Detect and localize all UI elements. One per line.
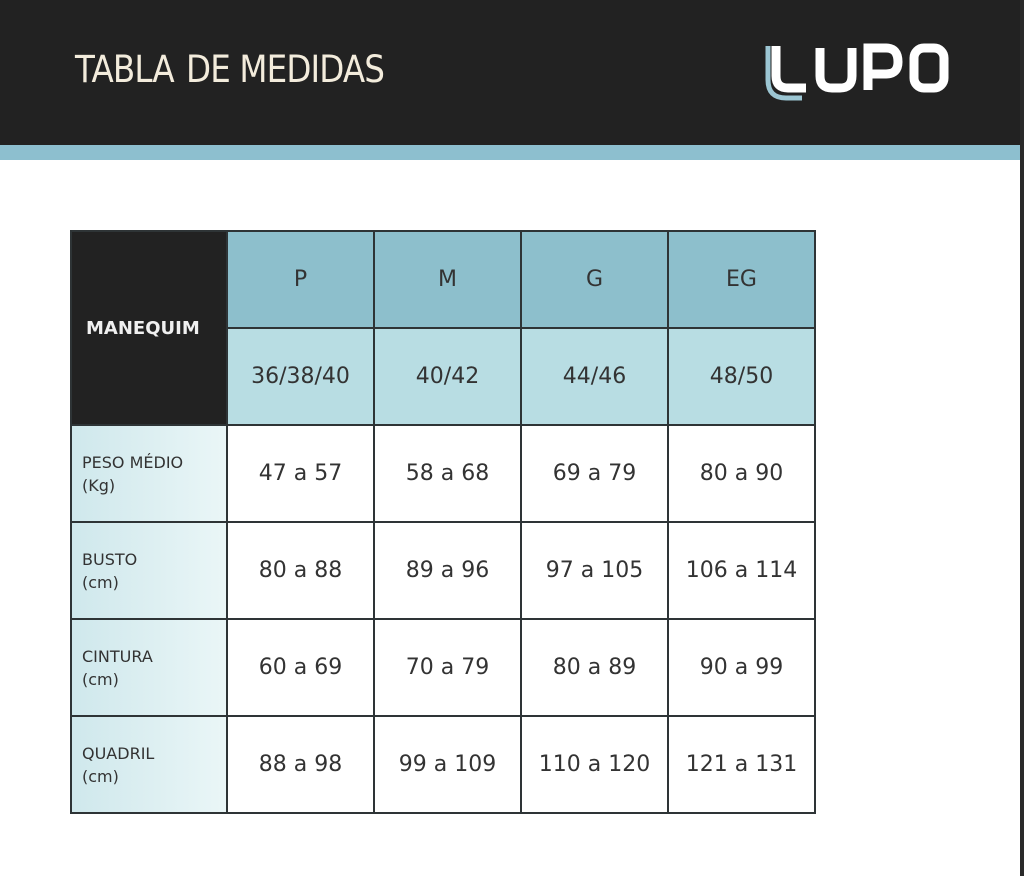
table-cell: 80 a 89: [520, 618, 669, 717]
row-unit: (cm): [82, 766, 119, 786]
table-cell: 121 a 131: [667, 715, 816, 814]
size-header-m: M: [373, 230, 522, 329]
size-header-g: G: [520, 230, 669, 329]
table-cell: 70 a 79: [373, 618, 522, 717]
table-cell: 60 a 69: [226, 618, 375, 717]
page-title: TABLA DE MEDIDAS: [75, 48, 385, 91]
title-part2: DE MEDIDAS: [186, 48, 385, 91]
manequim-header: MANEQUIM: [70, 230, 228, 426]
table-cell: 90 a 99: [667, 618, 816, 717]
size-header-p: P: [226, 230, 375, 329]
title-part1: TABLA: [75, 48, 175, 91]
number-header-g: 44/46: [520, 327, 669, 426]
table-row-cintura: CINTURA (cm) 60 a 69 70 a 79 80 a 89 90 a…: [70, 618, 816, 717]
row-unit: (cm): [82, 669, 119, 689]
lupo-logo-icon: [765, 43, 949, 101]
row-label-text: PESO MÉDIO: [82, 452, 184, 472]
table-cell: 58 a 68: [373, 424, 522, 523]
table-cell: 89 a 96: [373, 521, 522, 620]
table-cell: 110 a 120: [520, 715, 669, 814]
lupo-logo: [762, 40, 952, 102]
row-label: QUADRIL (cm): [70, 715, 228, 814]
table-cell: 80 a 90: [667, 424, 816, 523]
row-unit: (cm): [82, 572, 119, 592]
table-cell: 97 a 105: [520, 521, 669, 620]
table-row-peso: PESO MÉDIO (Kg) 47 a 57 58 a 68 69 a 79 8…: [70, 424, 816, 523]
row-label-text: BUSTO: [82, 549, 138, 569]
table-cell: 99 a 109: [373, 715, 522, 814]
table-cell: 106 a 114: [667, 521, 816, 620]
number-header-p: 36/38/40: [226, 327, 375, 426]
size-header-eg: EG: [667, 230, 816, 329]
row-label: CINTURA (cm): [70, 618, 228, 717]
row-label-text: QUADRIL: [82, 743, 155, 763]
table-row-busto: BUSTO (cm) 80 a 88 89 a 96 97 a 105 106 a…: [70, 521, 816, 620]
number-header-m: 40/42: [373, 327, 522, 426]
right-border: [1020, 0, 1024, 876]
size-chart-table: MANEQUIM P M G EG 36/38/40 40/42 44/46 4…: [70, 230, 816, 814]
row-unit: (Kg): [82, 475, 116, 495]
number-header-eg: 48/50: [667, 327, 816, 426]
table-cell: 80 a 88: [226, 521, 375, 620]
row-label-text: CINTURA: [82, 646, 153, 666]
accent-stripe: [0, 145, 1024, 160]
table-row-quadril: QUADRIL (cm) 88 a 98 99 a 109 110 a 120 1…: [70, 715, 816, 814]
row-label: PESO MÉDIO (Kg): [70, 424, 228, 523]
row-label: BUSTO (cm): [70, 521, 228, 620]
table-cell: 47 a 57: [226, 424, 375, 523]
table-cell: 88 a 98: [226, 715, 375, 814]
table-cell: 69 a 79: [520, 424, 669, 523]
